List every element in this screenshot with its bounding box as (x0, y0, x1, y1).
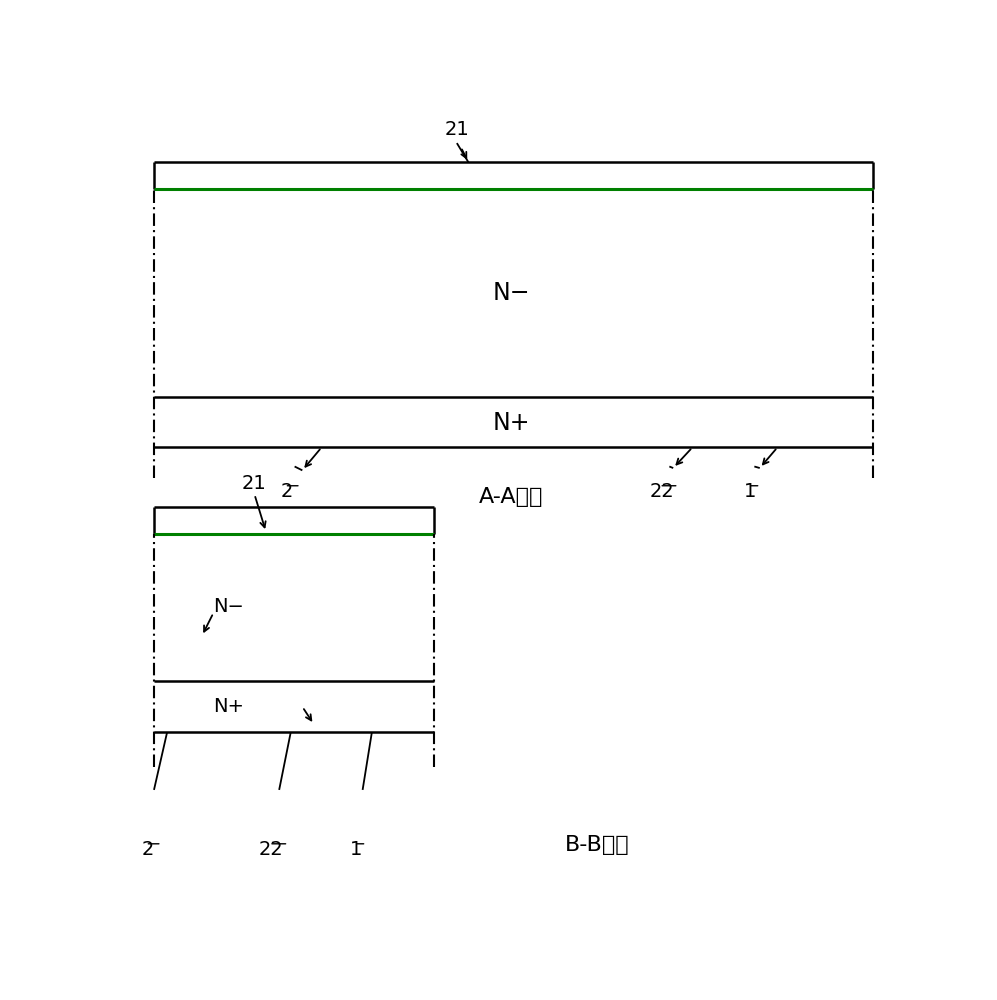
Text: N−: N− (213, 597, 244, 616)
Text: 1: 1 (350, 840, 363, 859)
Text: A-A剖面: A-A剖面 (479, 487, 543, 507)
Text: 1: 1 (745, 482, 757, 501)
Text: N+: N+ (213, 697, 244, 716)
Text: 2: 2 (281, 482, 293, 501)
Text: 2: 2 (142, 840, 154, 859)
Text: B-B剖面: B-B剖面 (565, 835, 630, 855)
Text: N+: N+ (493, 411, 529, 435)
Text: 22: 22 (259, 840, 284, 859)
Text: 22: 22 (649, 482, 674, 501)
Text: 21: 21 (445, 120, 470, 139)
Text: 21: 21 (242, 474, 267, 493)
Text: N−: N− (493, 281, 529, 305)
